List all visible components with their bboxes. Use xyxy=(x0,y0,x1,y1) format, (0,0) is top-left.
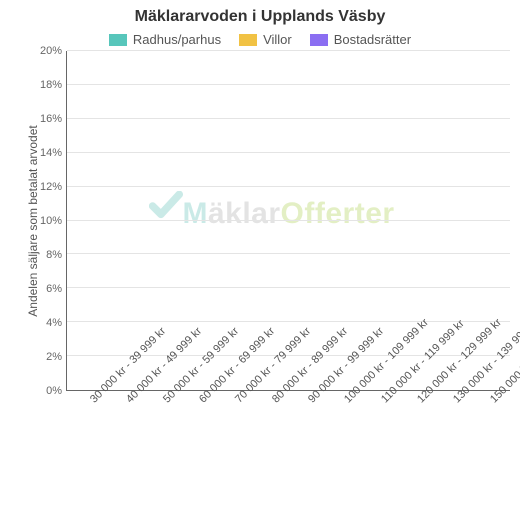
grid-line xyxy=(67,152,510,153)
grid-line xyxy=(67,50,510,51)
chart-container: Mäklararvoden i Upplands Väsby Radhus/pa… xyxy=(0,0,520,520)
y-tick-label: 10% xyxy=(40,215,62,227)
y-tick-label: 18% xyxy=(40,79,62,91)
grid-line xyxy=(67,186,510,187)
y-tick-label: 4% xyxy=(46,317,62,329)
legend: Radhus/parhus Villor Bostadsrätter xyxy=(10,32,510,47)
grid-line xyxy=(67,253,510,254)
y-tick-label: 0% xyxy=(46,385,62,397)
legend-item: Villor xyxy=(239,32,292,47)
chart-title: Mäklararvoden i Upplands Väsby xyxy=(10,8,510,26)
legend-swatch xyxy=(109,34,127,46)
x-tick: 130 000 kr - 139 999 kr xyxy=(433,391,469,501)
x-tick: 60 000 kr - 69 999 kr xyxy=(179,391,215,501)
y-tick-label: 6% xyxy=(46,283,62,295)
grid-line xyxy=(67,321,510,322)
bar-slot xyxy=(71,51,107,390)
x-tick: 80 000 kr - 89 999 kr xyxy=(252,391,288,501)
x-axis-ticks: 30 000 kr - 39 999 kr40 000 kr - 49 999 … xyxy=(66,391,510,501)
x-tick: 150 000 kr eller mer xyxy=(470,391,506,501)
legend-label: Radhus/parhus xyxy=(133,32,221,47)
y-axis-ticks: 0%2%4%6%8%10%12%14%16%18%20% xyxy=(32,51,66,391)
y-tick-label: 16% xyxy=(40,113,62,125)
x-tick: 70 000 kr - 79 999 kr xyxy=(215,391,251,501)
y-tick-label: 20% xyxy=(40,45,62,57)
x-tick: 50 000 kr - 59 999 kr xyxy=(143,391,179,501)
legend-label: Villor xyxy=(263,32,292,47)
x-tick: 40 000 kr - 49 999 kr xyxy=(106,391,142,501)
grid-line xyxy=(67,287,510,288)
legend-item: Bostadsrätter xyxy=(310,32,411,47)
bar-slot xyxy=(107,51,143,390)
x-tick: 90 000 kr - 99 999 kr xyxy=(288,391,324,501)
y-tick-label: 2% xyxy=(46,351,62,363)
x-tick: 100 000 kr - 109 999 kr xyxy=(324,391,360,501)
x-tick: 110 000 kr - 119 999 kr xyxy=(361,391,397,501)
y-tick-label: 14% xyxy=(40,147,62,159)
grid-line xyxy=(67,220,510,221)
legend-swatch xyxy=(310,34,328,46)
x-tick: 30 000 kr - 39 999 kr xyxy=(70,391,106,501)
grid-line xyxy=(67,118,510,119)
legend-swatch xyxy=(239,34,257,46)
grid-line xyxy=(67,84,510,85)
y-tick-label: 12% xyxy=(40,181,62,193)
y-tick-label: 8% xyxy=(46,249,62,261)
x-tick: 120 000 kr - 129 999 kr xyxy=(397,391,433,501)
legend-item: Radhus/parhus xyxy=(109,32,221,47)
y-axis-label-cell: Andelen säljare som betalat arvodet xyxy=(10,51,32,391)
legend-label: Bostadsrätter xyxy=(334,32,411,47)
